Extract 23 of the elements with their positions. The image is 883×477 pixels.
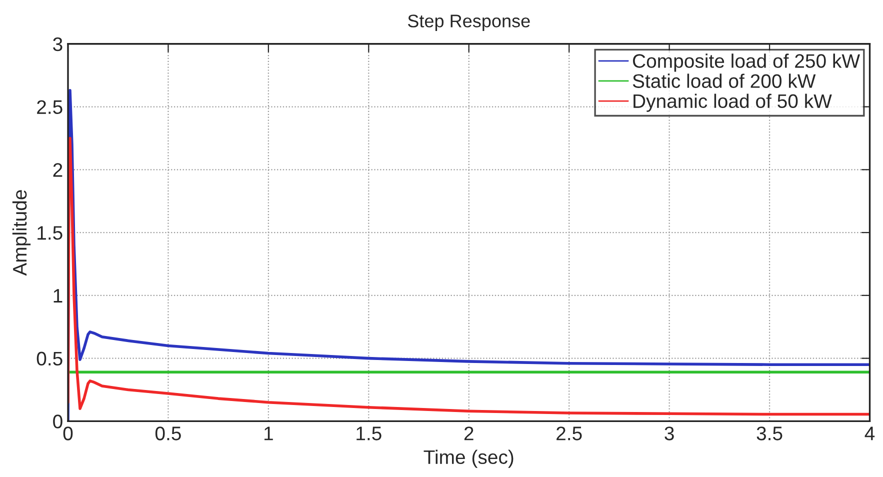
- line-series: [68, 136, 870, 416]
- x-tick-label: 4: [864, 426, 875, 440]
- y-tick-label: 2.5: [37, 100, 62, 114]
- y-axis-title: Amplitude: [12, 190, 31, 276]
- legend-label: Composite load of 250 kW: [632, 54, 860, 72]
- legend-label: Dynamic load of 50 kW: [634, 94, 832, 112]
- y-tick-label: 2: [53, 163, 62, 177]
- x-tick-label: 3: [664, 426, 674, 440]
- y-tick-label: 3: [53, 37, 62, 52]
- x-axis-title: Time (sec): [424, 450, 514, 468]
- x-tick-label: 1.5: [356, 426, 382, 440]
- x-tick-label: 3.5: [756, 426, 782, 440]
- x-tick-label: 0: [63, 426, 73, 440]
- x-tick-label: 2.5: [556, 426, 582, 440]
- y-tick-label: 0.5: [36, 352, 62, 366]
- y-tick-label: 1: [54, 289, 62, 302]
- x-tick-label: 2: [464, 426, 474, 440]
- chart-title: Step Response: [408, 14, 530, 31]
- x-tick-label: 1: [264, 426, 273, 440]
- y-tick-label: 0: [53, 414, 62, 428]
- x-tick-label: 0.5: [155, 426, 181, 440]
- y-tick-label: 1.5: [38, 226, 62, 240]
- legend-label: Static load of 200 kW: [632, 74, 816, 88]
